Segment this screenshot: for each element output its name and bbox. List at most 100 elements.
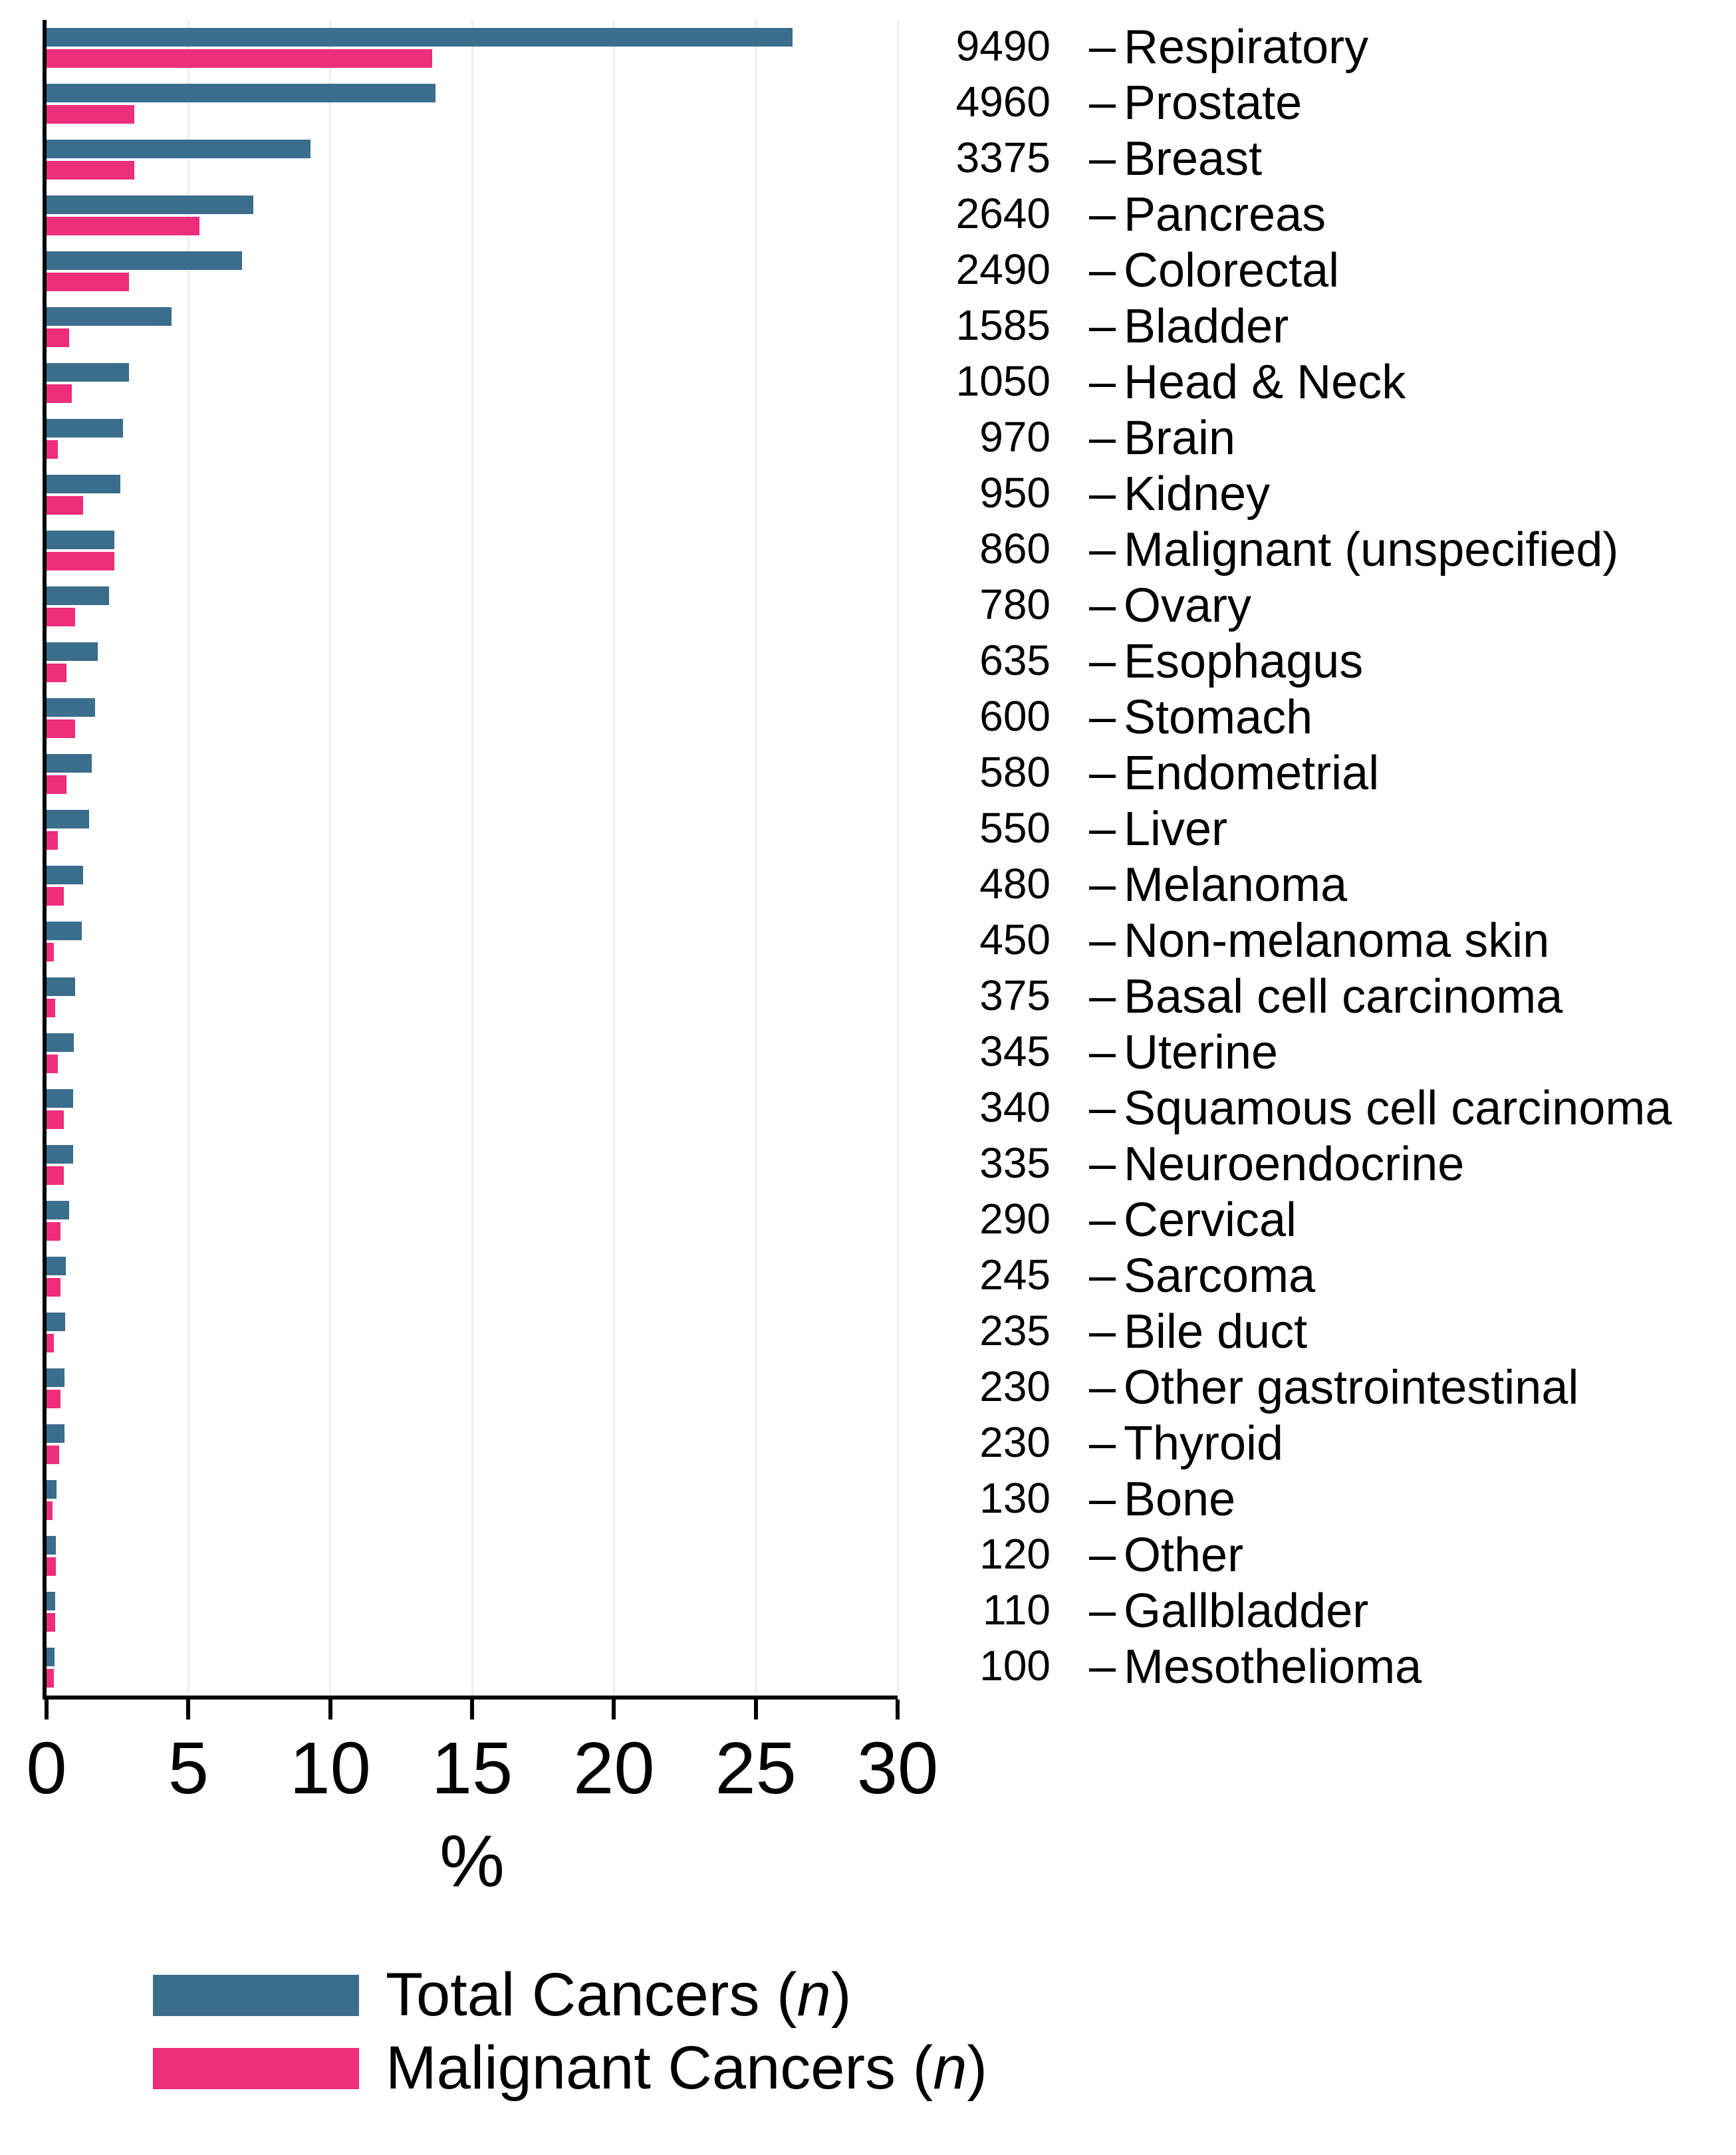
row-n: 970 (979, 412, 1051, 461)
x-tick (754, 1700, 758, 1719)
page: 051015202530 9490–Respiratory4960–Prosta… (0, 0, 1736, 2155)
row-label: Basal cell carcinoma (1124, 969, 1562, 1024)
x-tick (45, 1700, 49, 1719)
row-label: Liver (1124, 802, 1227, 856)
bar-malignant (47, 1501, 53, 1520)
bar-total (47, 140, 310, 158)
bar-total (47, 810, 89, 828)
row-label: Respiratory (1124, 20, 1368, 74)
row-label: Mesothelioma (1124, 1640, 1422, 1694)
row-label: Endometrial (1124, 746, 1379, 801)
legend-label-malignant: Malignant Cancers (n) (386, 2033, 987, 2103)
x-axis-title: % (439, 1819, 505, 1904)
row-n: 235 (979, 1306, 1051, 1355)
row-label: Kidney (1124, 467, 1270, 521)
bar-total (47, 922, 82, 940)
row-label: Thyroid (1124, 1416, 1283, 1471)
x-tick-label: 20 (573, 1726, 654, 1811)
row-n: 4960 (956, 77, 1051, 126)
row-label: Melanoma (1124, 858, 1347, 912)
row-dash: – (1089, 1527, 1116, 1582)
row-label: Bile duct (1124, 1305, 1307, 1359)
bar-total (47, 586, 109, 605)
bar-total (47, 698, 95, 717)
bar-total (47, 642, 98, 661)
bar-malignant (47, 552, 114, 570)
row-dash: – (1089, 690, 1116, 744)
row-n: 780 (979, 580, 1051, 629)
row-n: 480 (979, 859, 1051, 908)
row-label: Ovary (1124, 578, 1251, 633)
row-n: 335 (979, 1138, 1051, 1188)
row-label: Stomach (1124, 690, 1312, 745)
row-n: 2640 (956, 189, 1051, 238)
x-tick (470, 1700, 474, 1719)
bar-malignant (47, 496, 83, 515)
bar-malignant (47, 775, 66, 794)
row-label: Squamous cell carcinoma (1124, 1081, 1672, 1136)
row-label: Uterine (1124, 1025, 1278, 1080)
row-label: Bladder (1124, 299, 1289, 354)
row-label: Other gastrointestinal (1124, 1360, 1578, 1415)
x-tick (186, 1700, 190, 1719)
x-tick-label: 5 (168, 1726, 209, 1811)
row-dash: – (1089, 634, 1116, 688)
x-tick-label: 30 (857, 1726, 938, 1811)
bar-total (47, 1480, 57, 1499)
row-label: Other (1124, 1528, 1243, 1583)
row-label: Sarcoma (1124, 1249, 1315, 1303)
bar-malignant (47, 664, 66, 682)
bar-total (47, 475, 120, 493)
bar-total (47, 1368, 64, 1387)
row-dash: – (1089, 243, 1116, 297)
row-dash: – (1089, 522, 1116, 576)
bar-malignant (47, 1613, 55, 1632)
bar-malignant (47, 49, 432, 68)
gridline (613, 20, 615, 1696)
bar-malignant (47, 328, 69, 347)
bar-malignant (47, 384, 72, 403)
row-dash: – (1089, 1360, 1116, 1414)
bar-total (47, 363, 129, 382)
bar-malignant (47, 440, 58, 459)
row-n: 635 (979, 636, 1051, 685)
x-tick-label: 15 (432, 1726, 513, 1811)
row-dash: – (1089, 354, 1116, 409)
row-label: Pancreas (1124, 188, 1326, 242)
row-n: 9490 (956, 21, 1051, 70)
row-n: 450 (979, 915, 1051, 964)
row-n: 130 (979, 1473, 1051, 1523)
legend-swatch-total (153, 1975, 359, 2016)
bar-total (47, 1424, 64, 1443)
row-n: 245 (979, 1250, 1051, 1299)
row-dash: – (1089, 969, 1116, 1023)
legend-label-total: Total Cancers (n) (386, 1960, 851, 2030)
row-n: 100 (979, 1641, 1051, 1690)
bar-malignant (47, 1390, 61, 1408)
bar-malignant (47, 1557, 56, 1576)
row-dash: – (1089, 1416, 1116, 1470)
row-dash: – (1089, 913, 1116, 967)
gridline (755, 20, 757, 1696)
row-label: Malignant (unspecified) (1124, 523, 1618, 577)
bar-malignant (47, 105, 134, 124)
row-dash: – (1089, 1136, 1116, 1191)
row-n: 1050 (956, 356, 1051, 406)
row-dash: – (1089, 745, 1116, 800)
bar-malignant (47, 1278, 61, 1297)
row-dash: – (1089, 1583, 1116, 1638)
x-tick-label: 25 (715, 1726, 796, 1811)
gridline (187, 20, 189, 1696)
x-tick (328, 1700, 332, 1719)
row-dash: – (1089, 857, 1116, 912)
bar-total (47, 1592, 55, 1610)
row-label: Bone (1124, 1472, 1235, 1527)
row-label: Breast (1124, 132, 1262, 186)
row-dash: – (1089, 801, 1116, 856)
row-label: Head & Neck (1124, 355, 1406, 410)
row-n: 375 (979, 971, 1051, 1020)
bar-malignant (47, 1110, 64, 1129)
row-dash: – (1089, 131, 1116, 186)
bar-malignant (47, 1055, 58, 1073)
bar-total (47, 1257, 66, 1275)
